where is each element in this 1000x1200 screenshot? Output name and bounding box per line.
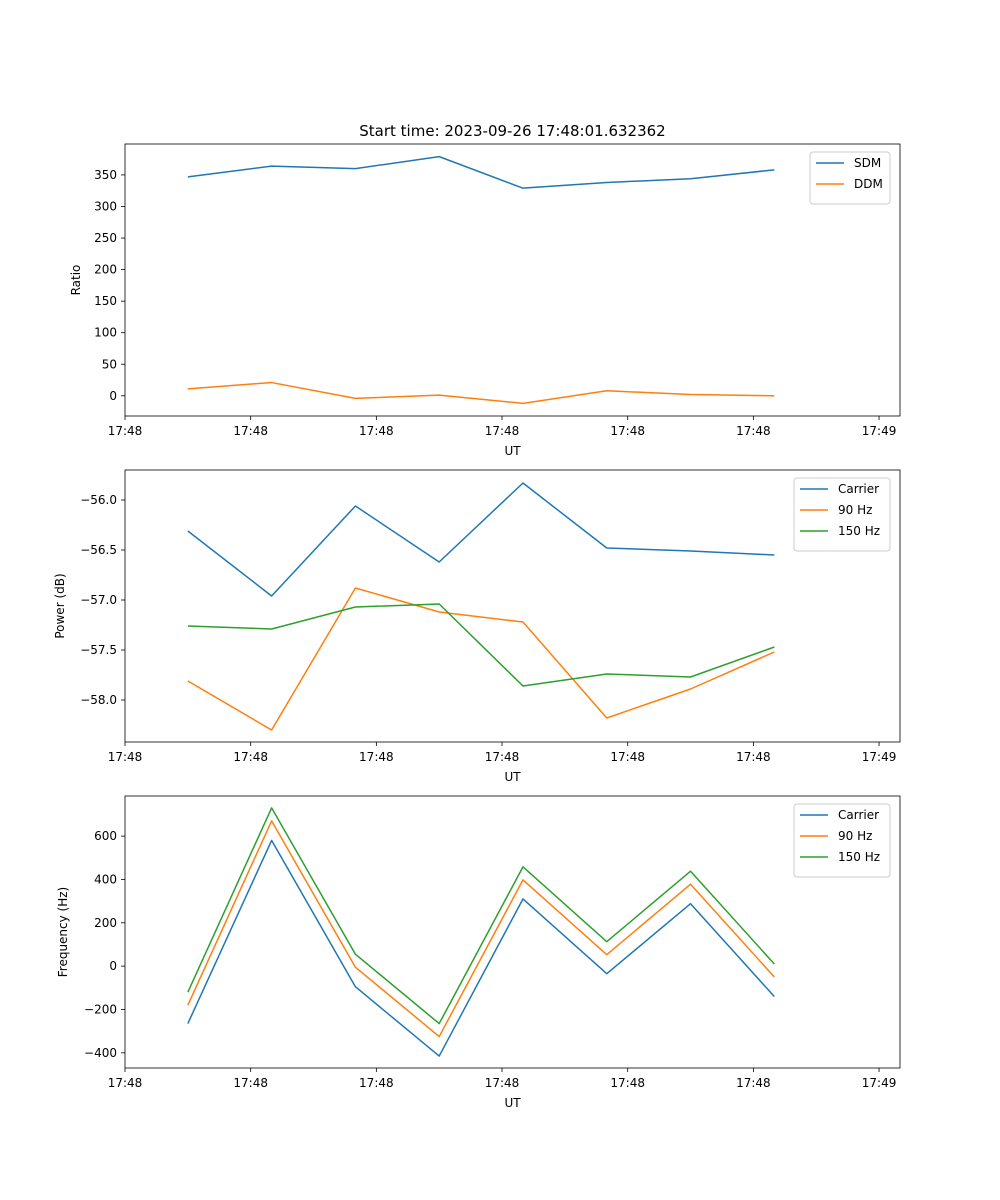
frequency-y-axis-label: Frequency (Hz): [56, 887, 70, 978]
ratio-axes-frame: [124, 143, 901, 417]
frequency-y-tick-label: 0: [109, 959, 117, 973]
frequency-legend-label-carrier: Carrier: [838, 808, 879, 822]
power-y-tick-label: −58.0: [80, 693, 117, 707]
power-y-tick-label: −56.5: [80, 543, 117, 557]
frequency-series-carrier-line: [187, 839, 775, 1057]
ratio-y-tick-label: 250: [94, 231, 117, 245]
power-x-axis-label: UT: [504, 770, 521, 784]
frequency-x-tick-label: 17:49: [862, 1076, 897, 1090]
frequency-x-tick-label: 17:48: [736, 1076, 771, 1090]
ratio-x-tick-label: 17:48: [485, 424, 520, 438]
ratio-x-tick-label: 17:48: [233, 424, 268, 438]
power-x-tick-label: 17:48: [359, 750, 394, 764]
power-y-tick-label: −57.0: [80, 593, 117, 607]
ratio-series-ddm-line: [187, 381, 775, 405]
frequency-axes-frame: [124, 795, 901, 1069]
frequency-series-90-hz-line: [187, 820, 775, 1038]
ratio-x-tick-label: 17:48: [736, 424, 771, 438]
frequency-series-150-hz-line: [187, 807, 775, 1025]
power-legend: Carrier 90 Hz 150 Hz: [793, 477, 891, 552]
power-x-tick-label: 17:48: [485, 750, 520, 764]
chart-title: Start time: 2023-09-26 17:48:01.632362: [359, 122, 665, 140]
power-legend-frame: [793, 477, 891, 552]
power-x-tick-label: 17:48: [736, 750, 771, 764]
ratio-y-tick-label: 300: [94, 199, 117, 213]
power-legend-label-90-hz: 90 Hz: [838, 503, 872, 517]
frequency-x-tick-label: 17:48: [233, 1076, 268, 1090]
frequency-y-tick-label: 600: [94, 829, 117, 843]
ratio-y-tick-label: 50: [102, 357, 117, 371]
ratio-y-tick-label: 0: [109, 389, 117, 403]
ratio-x-tick-label: 17:48: [108, 424, 143, 438]
frequency-legend: Carrier 90 Hz 150 Hz: [793, 803, 891, 878]
ratio-y-tick-label: 350: [94, 168, 117, 182]
frequency-x-axis-label: UT: [504, 1096, 521, 1110]
power-series-carrier-line: [187, 482, 775, 597]
power-legend-label-carrier: Carrier: [838, 482, 879, 496]
frequency-x-tick-label: 17:48: [359, 1076, 394, 1090]
power-y-axis-label: Power (dB): [53, 573, 67, 638]
ratio-x-tick-label: 17:49: [862, 424, 897, 438]
ratio-x-axis-label: UT: [504, 444, 521, 458]
power-x-tick-label: 17:49: [862, 750, 897, 764]
ratio-y-tick-label: 100: [94, 326, 117, 340]
frequency-x-tick-label: 17:48: [610, 1076, 645, 1090]
frequency-x-tick-label: 17:48: [485, 1076, 520, 1090]
ratio-series-sdm-line: [187, 155, 775, 189]
ratio-x-tick-label: 17:48: [610, 424, 645, 438]
ratio-y-tick-label: 150: [94, 294, 117, 308]
power-legend-label-150-hz: 150 Hz: [838, 524, 880, 538]
frequency-y-tick-label: 400: [94, 872, 117, 886]
power-x-tick-label: 17:48: [233, 750, 268, 764]
ratio-y-tick-label: 200: [94, 263, 117, 277]
power-y-tick-label: −56.0: [80, 493, 117, 507]
ratio-legend: SDM DDM: [809, 151, 891, 205]
ratio-legend-label-ddm: DDM: [854, 177, 883, 191]
ratio-legend-frame: [809, 151, 891, 205]
power-series-150-hz-line: [187, 603, 775, 687]
ratio-y-axis-label: Ratio: [69, 265, 83, 296]
frequency-legend-label-150-hz: 150 Hz: [838, 850, 880, 864]
frequency-y-tick-label: −400: [84, 1046, 117, 1060]
frequency-legend-frame: [793, 803, 891, 878]
ratio-chart-panel: 17:48 17:48 17:48 17:48 17:48 17:48 17:49 0 50 10…: [69, 143, 901, 458]
power-series-90-hz-line: [187, 587, 775, 731]
power-chart-panel: 17:48 17:48 17:48 17:48 17:48 17:48 17:49 −58.0…: [53, 469, 901, 784]
power-y-tick-label: −57.5: [80, 643, 117, 657]
frequency-y-tick-label: −200: [84, 1002, 117, 1016]
frequency-x-tick-label: 17:48: [108, 1076, 143, 1090]
frequency-chart-panel: 17:48 17:48 17:48 17:48 17:48 17:48 17:49 −400 −…: [56, 795, 901, 1110]
frequency-legend-label-90-hz: 90 Hz: [838, 829, 872, 843]
frequency-y-tick-label: 200: [94, 916, 117, 930]
power-x-tick-label: 17:48: [610, 750, 645, 764]
ratio-legend-label-sdm: SDM: [854, 156, 881, 170]
ratio-x-tick-label: 17:48: [359, 424, 394, 438]
power-x-tick-label: 17:48: [108, 750, 143, 764]
power-axes-frame: [124, 469, 901, 743]
